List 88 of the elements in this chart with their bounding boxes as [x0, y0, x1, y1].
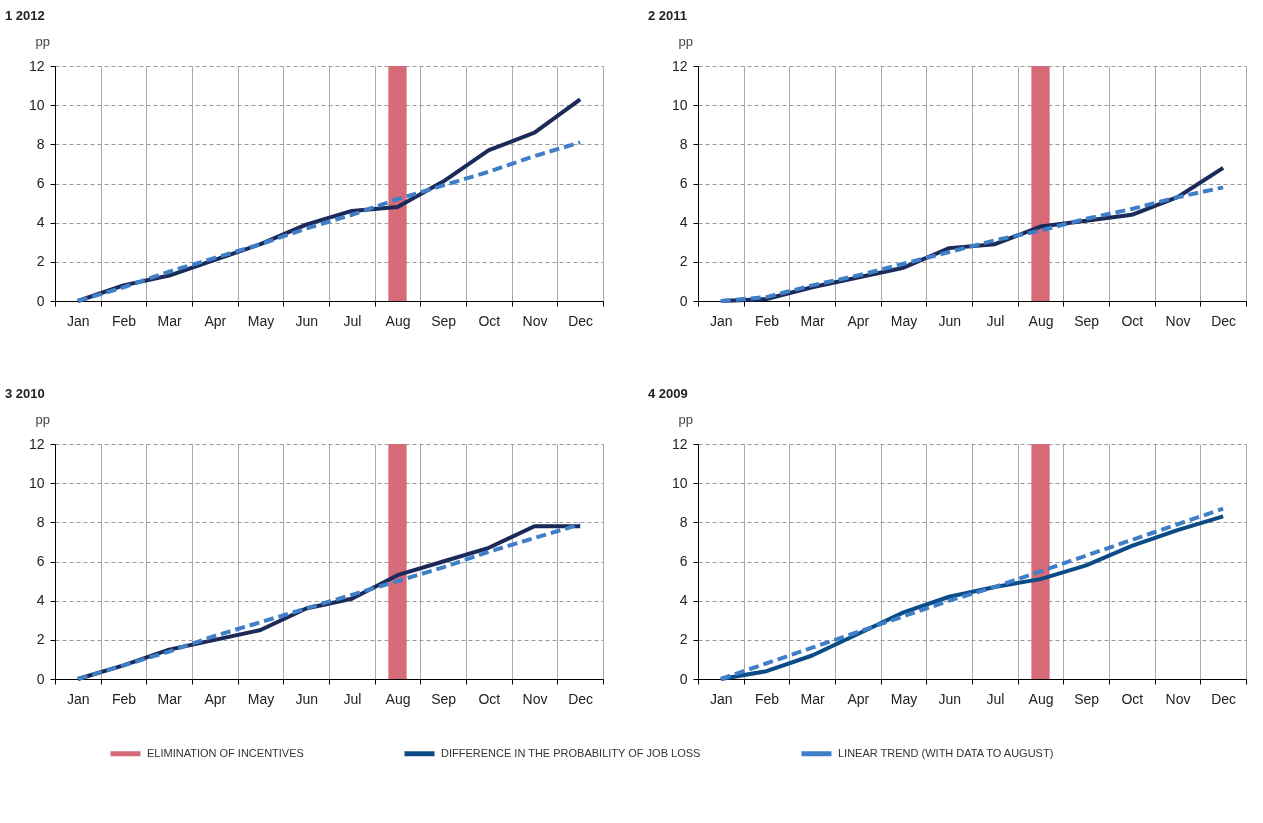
y-tick-label: 10	[28, 474, 45, 491]
y-tick-label: 10	[28, 96, 45, 113]
y-tick-label: 2	[36, 253, 45, 270]
x-tick-label: Jul	[343, 690, 362, 707]
y-tick-label: 12	[671, 57, 688, 74]
y-tick-label: 8	[679, 513, 688, 530]
y-tick-label: 10	[671, 474, 688, 491]
y-tick-label: 8	[36, 513, 45, 530]
x-tick-label: Oct	[1121, 690, 1144, 707]
x-tick-label: Sep	[1074, 690, 1100, 707]
x-tick-label: Sep	[1074, 312, 1100, 329]
y-tick-label: 8	[36, 135, 45, 152]
x-tick-label: Feb	[754, 312, 780, 329]
x-tick-label: Dec	[1211, 690, 1237, 707]
x-tick-label: Jul	[986, 690, 1005, 707]
x-tick-label: Oct	[478, 690, 501, 707]
x-tick-label: Apr	[204, 690, 227, 707]
x-tick-label: Mar	[800, 312, 826, 329]
x-tick-label: Jan	[710, 312, 733, 329]
x-tick-label: Nov	[522, 312, 548, 329]
x-tick-label: Jun	[938, 690, 961, 707]
x-tick-label: May	[247, 312, 275, 329]
y-tick-label: 6	[36, 553, 45, 569]
x-tick-label: Feb	[111, 690, 137, 707]
x-tick-label: Apr	[204, 312, 227, 329]
x-tick-label: May	[247, 690, 275, 707]
x-tick-label: Nov	[522, 690, 548, 707]
y-axis-title: pp	[35, 33, 50, 49]
y-tick-label: 6	[36, 175, 45, 191]
legend-label: ELIMINATION OF INCENTIVES	[147, 746, 304, 759]
chart-title: 4 2009	[648, 386, 688, 401]
x-tick-label: Jun	[295, 312, 318, 329]
x-tick-label: Apr	[847, 690, 870, 707]
y-tick-label: 0	[679, 292, 688, 309]
x-tick-label: May	[890, 312, 918, 329]
x-tick-label: Jul	[986, 312, 1005, 329]
x-tick-label: Feb	[111, 312, 137, 329]
x-tick-label: Jan	[710, 690, 733, 707]
y-tick-label: 4	[36, 214, 45, 231]
legend-label: DIFFERENCE IN THE PROBABILITY OF JOB LOSS	[441, 746, 701, 759]
y-tick-label: 12	[28, 57, 45, 74]
y-tick-label: 12	[28, 435, 45, 452]
x-tick-label: Sep	[431, 312, 457, 329]
y-tick-label: 4	[36, 592, 45, 609]
x-tick-label: Nov	[1165, 312, 1191, 329]
x-tick-label: Dec	[568, 312, 594, 329]
x-tick-label: Oct	[478, 312, 501, 329]
y-tick-label: 8	[679, 135, 688, 152]
x-tick-label: Jan	[67, 312, 90, 329]
y-tick-label: 4	[679, 214, 688, 231]
x-tick-label: Mar	[800, 690, 826, 707]
x-tick-label: Aug	[385, 690, 411, 707]
x-tick-label: Nov	[1165, 690, 1191, 707]
x-tick-label: Mar	[157, 690, 183, 707]
x-tick-label: Aug	[385, 312, 411, 329]
x-tick-label: Aug	[1028, 690, 1054, 707]
x-tick-label: Oct	[1121, 312, 1144, 329]
chart-title: 2 2011	[648, 8, 688, 23]
x-tick-label: Dec	[568, 690, 594, 707]
x-tick-label: Feb	[754, 690, 780, 707]
y-tick-label: 6	[679, 175, 688, 191]
x-tick-label: Mar	[157, 312, 183, 329]
y-axis-title: pp	[678, 33, 693, 49]
x-tick-label: Jun	[938, 312, 961, 329]
y-tick-label: 2	[679, 631, 688, 648]
y-tick-label: 0	[679, 670, 688, 687]
y-tick-label: 4	[679, 592, 688, 609]
x-tick-label: May	[890, 690, 918, 707]
x-tick-label: Dec	[1211, 312, 1237, 329]
y-tick-label: 2	[679, 253, 688, 270]
y-tick-label: 12	[671, 435, 688, 452]
y-axis-title: pp	[678, 411, 693, 427]
y-tick-label: 0	[36, 670, 45, 687]
y-tick-label: 2	[36, 631, 45, 648]
y-axis-title: pp	[35, 411, 50, 427]
legend-label: LINEAR TREND (WITH DATA TO AUGUST)	[838, 746, 1054, 759]
y-tick-label: 6	[679, 553, 688, 569]
x-tick-label: Jul	[343, 312, 362, 329]
x-tick-label: Jan	[67, 690, 90, 707]
x-tick-label: Jun	[295, 690, 318, 707]
y-tick-label: 0	[36, 292, 45, 309]
chart-title: 1 2012	[5, 8, 45, 23]
line-series	[75, 140, 583, 303]
x-tick-label: Sep	[431, 690, 457, 707]
x-tick-label: Aug	[1028, 312, 1054, 329]
chart-title: 3 2010	[5, 386, 45, 401]
y-tick-label: 10	[671, 96, 688, 113]
x-tick-label: Apr	[847, 312, 870, 329]
